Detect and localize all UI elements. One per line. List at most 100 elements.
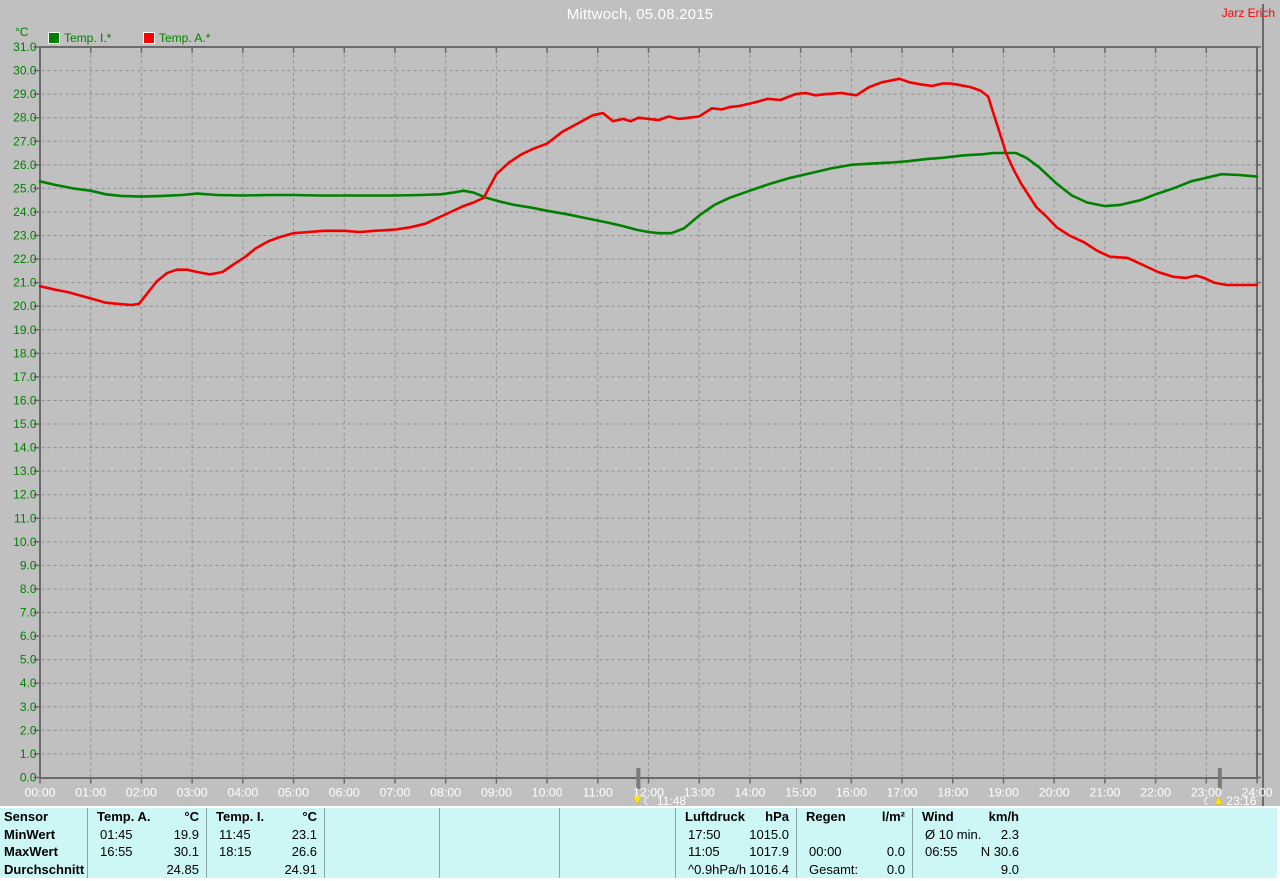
table-cell-text: Regen — [806, 809, 846, 824]
table-cell-text: 18:15 — [219, 844, 252, 859]
table-cell-value: 26.6 — [291, 844, 317, 859]
author-name: Jarz Erich — [1221, 6, 1275, 20]
table-cell-value: 1017.9 — [749, 844, 789, 859]
svg-text:11.0: 11.0 — [14, 511, 37, 525]
page-title: Mittwoch, 05.08.2015 — [566, 6, 714, 23]
svg-text:27.0: 27.0 — [13, 134, 37, 148]
table-row-label: MaxWert — [0, 843, 88, 861]
table-cell-regen: 00:00 0.0 — [797, 843, 913, 861]
table-cell-luftdruck: 11:05 1017.9 — [676, 843, 797, 861]
marker-time-tick — [636, 768, 641, 789]
table-cell-empty-2 — [440, 843, 560, 861]
table-cell-wind: Ø 10 min. 2.3 — [913, 826, 1277, 844]
table-cell-value: l/m² — [881, 809, 905, 824]
marker-time-tick — [1217, 768, 1222, 789]
moonrise-time: 23:16 — [1226, 794, 1257, 808]
svg-text:4.0: 4.0 — [20, 676, 37, 690]
svg-text:03:00: 03:00 — [177, 786, 208, 800]
table-cell-text: Gesamt: — [809, 861, 859, 877]
table-cell-value: 23.1 — [291, 826, 317, 842]
grid — [41, 48, 1256, 777]
svg-text:21:00: 21:00 — [1089, 786, 1120, 800]
svg-text:06:00: 06:00 — [329, 786, 360, 800]
moonset-time: 11:48 — [656, 794, 687, 808]
svg-text:12:00: 12:00 — [633, 786, 664, 800]
table-cell-empty-3 — [560, 843, 676, 861]
table-cell-text: Temp. I. — [216, 809, 265, 824]
svg-text:24.0: 24.0 — [13, 205, 37, 219]
table-header-cell-luftdruck: Luftdruck hPa — [676, 808, 797, 826]
table-cell-text: 16:55 — [100, 844, 133, 859]
table-cell-text: Wind — [922, 809, 954, 824]
table-cell-regen: Gesamt: 0.0 — [797, 860, 913, 878]
table-cell-value: N 30.6 — [980, 844, 1019, 859]
moon-icon: ☾ — [643, 794, 653, 808]
svg-text:19.0: 19.0 — [13, 323, 37, 337]
table-cell-temp-a: 24.85 — [88, 860, 207, 878]
table-cell-value: 0.0 — [886, 861, 905, 877]
svg-text:20:00: 20:00 — [1039, 786, 1070, 800]
table-cell-value: hPa — [765, 809, 789, 824]
svg-text:15:00: 15:00 — [785, 786, 816, 800]
table-cell-text: Ø 10 min. — [925, 826, 982, 842]
temp-a-swatch-icon — [143, 32, 155, 44]
svg-text:13.0: 13.0 — [13, 464, 37, 478]
table-header-cell-temp-a: Temp. A. °C — [88, 808, 207, 826]
table-cell-text: 06:55 — [925, 844, 958, 859]
table-row-label: MinWert — [0, 825, 88, 843]
svg-text:09:00: 09:00 — [481, 786, 512, 800]
table-cell-empty-3 — [560, 825, 676, 843]
svg-text:26.0: 26.0 — [13, 158, 37, 172]
svg-text:16:00: 16:00 — [836, 786, 867, 800]
table-cell-temp-a: 16:55 30.1 — [88, 843, 207, 861]
axis-ticks — [33, 46, 1261, 784]
table-cell-value: 30.1 — [173, 844, 199, 859]
table-header-cell-regen: Regen l/m² — [797, 808, 913, 826]
svg-text:20.0: 20.0 — [13, 299, 37, 313]
table-cell-empty-2 — [440, 825, 560, 843]
table-cell-value: °C — [184, 809, 199, 824]
table-cell-temp-i: 18:15 26.6 — [207, 843, 325, 861]
svg-text:22:00: 22:00 — [1140, 786, 1171, 800]
svg-text:23.0: 23.0 — [13, 229, 37, 243]
svg-text:6.0: 6.0 — [20, 629, 37, 643]
table-cell-text: 11:45 — [219, 826, 251, 842]
svg-text:29.0: 29.0 — [13, 87, 37, 101]
svg-text:04:00: 04:00 — [227, 786, 258, 800]
temperature-chart: 0.0 1.0 2.0 3.0 4.0 5.0 6.0 7.0 8.0 9.0 10.0 11.0 12… — [13, 4, 1273, 806]
svg-text:22.0: 22.0 — [13, 252, 37, 266]
table-cell-text: 11:05 — [688, 844, 720, 859]
temp-i-swatch-icon — [48, 32, 60, 44]
table-cell-value: 19.9 — [173, 826, 199, 842]
svg-text:17.0: 17.0 — [13, 370, 37, 384]
svg-text:11:00: 11:00 — [583, 786, 613, 800]
svg-text:07:00: 07:00 — [379, 786, 410, 800]
legend-item-temp-a: Temp. A.* — [143, 31, 211, 45]
table-cell-empty-1 — [325, 843, 440, 861]
svg-text:28.0: 28.0 — [13, 111, 37, 125]
table-cell-value: 24.91 — [284, 861, 317, 877]
svg-text:10.0: 10.0 — [13, 535, 37, 549]
y-axis-labels: 0.0 1.0 2.0 3.0 4.0 5.0 6.0 7.0 8.0 9.0 10.0 11.0 12… — [13, 40, 37, 785]
table-cell-value: 1015.0 — [749, 826, 789, 842]
svg-text:15.0: 15.0 — [13, 417, 37, 431]
table-cell-text: 00:00 — [809, 844, 842, 859]
svg-text:5.0: 5.0 — [20, 653, 37, 667]
svg-text:14:00: 14:00 — [734, 786, 765, 800]
table-cell-value: 9.0 — [1000, 861, 1019, 877]
legend-item-temp-i: Temp. I.* — [48, 31, 111, 45]
svg-text:16.0: 16.0 — [13, 393, 37, 407]
legend-label-temp-a: Temp. A.* — [159, 31, 211, 45]
svg-text:05:00: 05:00 — [278, 786, 309, 800]
table-header-cell-empty-2 — [440, 808, 560, 826]
table-cell-text: 01:45 — [100, 826, 133, 842]
x-axis-labels: 00:00 01:00 02:00 03:00 04:00 05:00 06:00 07:00… — [24, 786, 1272, 800]
svg-text:23:00: 23:00 — [1191, 786, 1222, 800]
table-cell-text: Temp. A. — [97, 809, 151, 824]
moonset-marker: ▼ ☾ 11:48 — [632, 794, 686, 808]
svg-text:2.0: 2.0 — [20, 723, 37, 737]
y-axis-unit-label: °C — [15, 25, 29, 39]
svg-text:02:00: 02:00 — [126, 786, 157, 800]
svg-text:18:00: 18:00 — [937, 786, 968, 800]
